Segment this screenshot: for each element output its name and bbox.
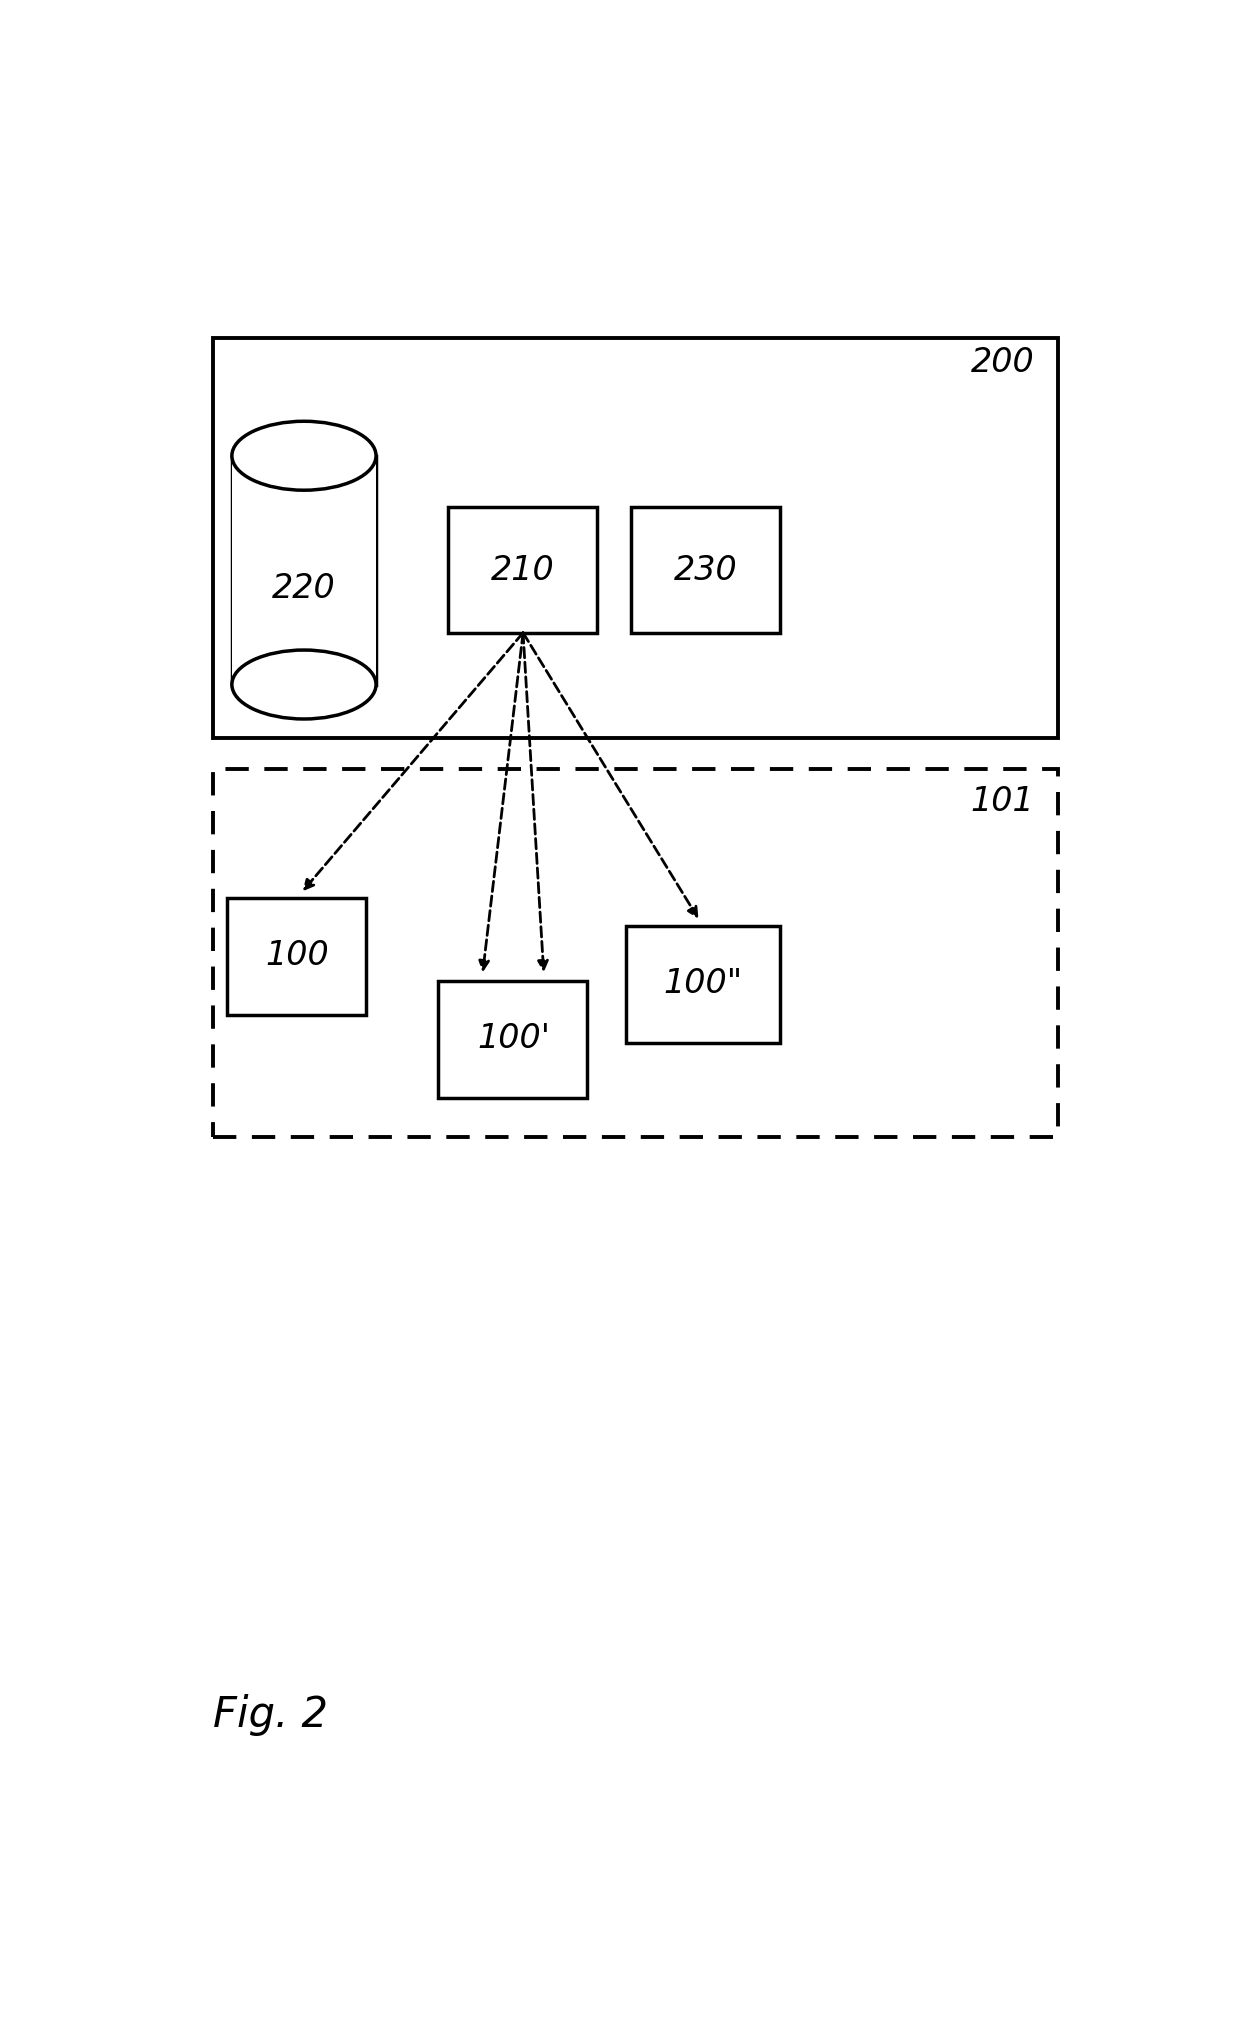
Bar <box>213 338 1058 739</box>
Bar <box>227 897 367 1015</box>
Bar <box>448 507 596 633</box>
Ellipse shape <box>232 649 376 718</box>
Text: 100: 100 <box>265 938 329 973</box>
Text: 210: 210 <box>491 554 556 586</box>
Text: 101: 101 <box>971 786 1034 818</box>
Text: 200: 200 <box>971 346 1034 379</box>
Bar <box>213 769 1058 1138</box>
Ellipse shape <box>232 421 376 490</box>
Bar <box>626 926 780 1044</box>
Bar <box>439 981 588 1099</box>
Text: Fig. 2: Fig. 2 <box>213 1693 327 1736</box>
Text: 230: 230 <box>673 554 738 586</box>
Text: 100': 100' <box>477 1022 549 1054</box>
Bar <box>631 507 780 633</box>
Bar <box>232 456 376 684</box>
Text: 100": 100" <box>663 967 743 1001</box>
Text: 220: 220 <box>272 572 336 606</box>
